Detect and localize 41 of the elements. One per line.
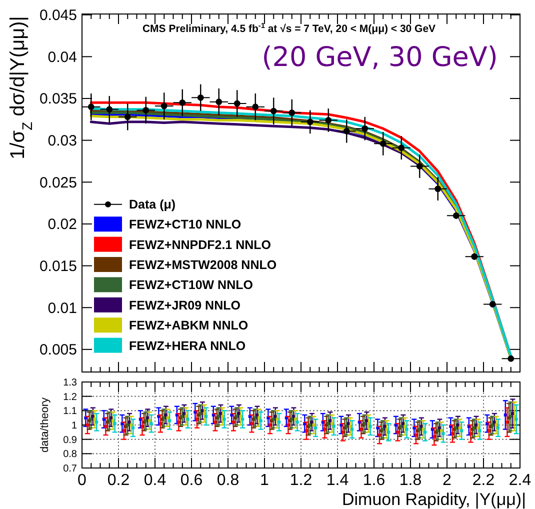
x-tick-label: 0.6	[180, 472, 203, 489]
legend-label: FEWZ+HERA NNLO	[129, 338, 246, 353]
y-tick-label: 0.9	[63, 434, 78, 446]
y-tick-label: 0.035	[39, 90, 77, 108]
y-tick-label: 0.025	[39, 174, 77, 192]
text: CMS Preliminary, 4.5 fb$^{-1}$ at √s = 7 TeV, 20 < M(μμ) < 30 GeV	[142, 20, 436, 35]
x-tick-label: 1.8	[399, 472, 422, 489]
y-tick-label: 0.02	[48, 216, 77, 234]
x-tick-label: 2	[442, 472, 452, 489]
y-axis-title: data/theory	[39, 396, 51, 453]
y-tick-label: 0.03	[48, 132, 77, 150]
y-tick-label: 0.015	[39, 258, 77, 276]
y-tick-label: 0.01	[48, 300, 77, 317]
y-tick-label: 0.7	[63, 464, 78, 474]
text: (20 GeV, 30 GeV)	[262, 42, 498, 73]
x-tick-label: 1.6	[362, 472, 386, 489]
x-tick-label: 0.8	[216, 472, 240, 489]
legend-label: FEWZ+JR09 NNLO	[129, 298, 241, 312]
y-tick-label: 0.005	[39, 342, 77, 359]
y-tick-label: 1	[71, 420, 78, 432]
y-tick-label: 1.3	[63, 378, 78, 388]
y-tick-label: 0.8	[63, 449, 78, 460]
y-tick-label: 0.04	[48, 48, 77, 66]
x-axis-title: Dimuon Rapidity, |Y(μμ)|	[342, 490, 526, 509]
legend-label: FEWZ+MSTW2008 NNLO	[129, 258, 277, 272]
legend-label: FEWZ+ABKM NNLO	[129, 318, 248, 333]
legend-label: FEWZ+CT10 NNLO	[129, 218, 242, 232]
legend-label: FEWZ+CT10W NNLO	[129, 278, 254, 292]
x-tick-label: 2.2	[472, 472, 495, 489]
y-tick-label: 0.045	[39, 7, 77, 24]
x-tick-label: 1.4	[326, 472, 349, 489]
x-tick-label: 0	[78, 472, 87, 489]
x-tick-label: 1	[260, 472, 270, 489]
x-tick-label: 1.2	[290, 472, 312, 489]
x-tick-label: 0.4	[144, 472, 166, 489]
y-tick-label: 1.1	[63, 406, 78, 418]
legend-label: Data (μ)	[129, 197, 176, 212]
x-tick-label: 0.2	[107, 472, 130, 489]
legend-label: FEWZ+NNPDF2.1 NNLO	[129, 238, 272, 252]
x-tick-label: 2.4	[508, 472, 532, 489]
y-tick-label: 1.2	[63, 392, 78, 403]
